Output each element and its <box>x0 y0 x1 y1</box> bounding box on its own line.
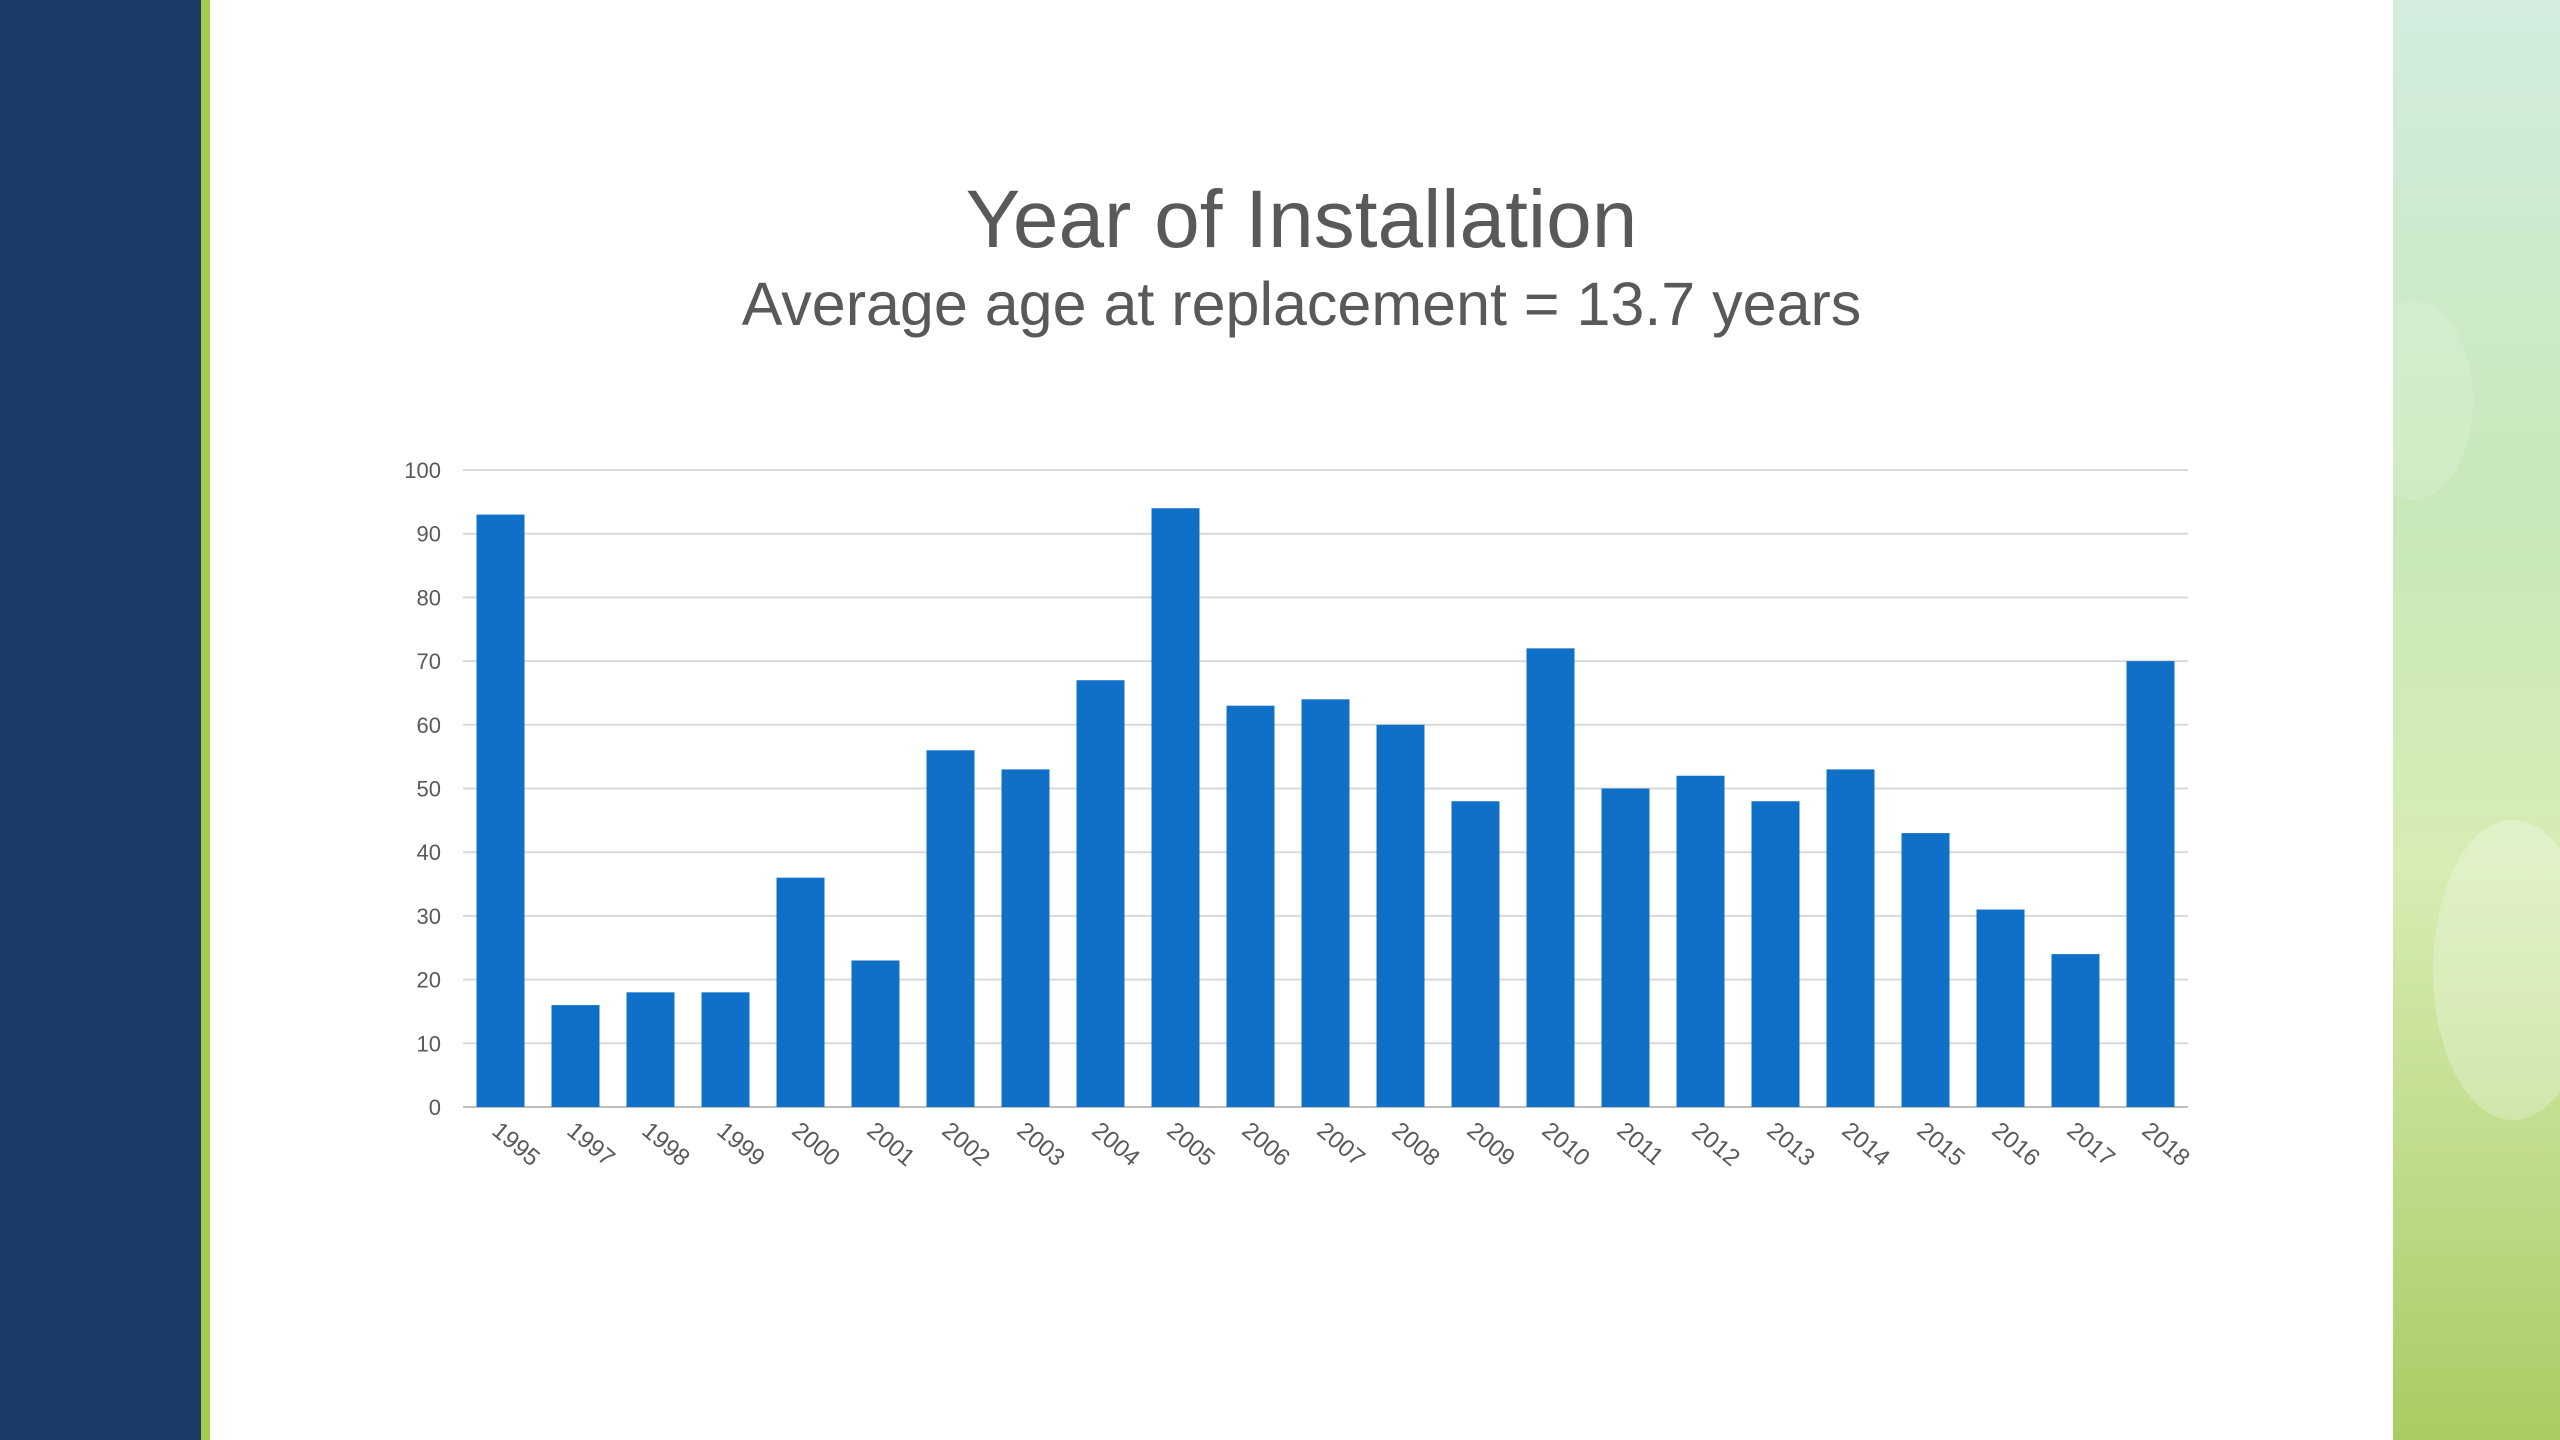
bar-1999 <box>701 992 750 1107</box>
bar-2017 <box>2051 954 2100 1107</box>
bar-2013 <box>1751 801 1800 1107</box>
bar-2018 <box>2126 661 2175 1107</box>
bar-2004 <box>1076 680 1125 1107</box>
x-tick-label: 2014 <box>1837 1117 1895 1172</box>
x-tick-label: 1995 <box>487 1117 545 1172</box>
x-tick-label: 2011 <box>1612 1117 1669 1171</box>
x-tick-label: 2012 <box>1687 1117 1745 1172</box>
bar-1998 <box>626 992 675 1107</box>
bar-2014 <box>1826 769 1875 1107</box>
y-tick-label: 20 <box>417 968 441 993</box>
bar-2002 <box>926 750 975 1107</box>
bar-2015 <box>1901 833 1950 1107</box>
x-tick-label: 1999 <box>712 1117 770 1172</box>
x-tick-label: 1997 <box>562 1117 620 1172</box>
x-tick-label: 1998 <box>637 1117 695 1172</box>
y-tick-label: 50 <box>417 777 441 802</box>
bar-2000 <box>776 877 825 1107</box>
y-tick-label: 70 <box>417 649 441 674</box>
x-tick-label: 2000 <box>787 1117 845 1172</box>
x-tick-label: 2009 <box>1462 1117 1520 1172</box>
y-axis-ticks: 0 10 20 30 40 50 60 70 80 90 100 <box>404 458 441 1120</box>
bar-2010 <box>1526 648 1575 1107</box>
bar-1995 <box>476 514 525 1107</box>
bar-2003 <box>1001 769 1050 1107</box>
chart-subtitle: Average age at replacement = 13.7 years <box>741 270 1862 338</box>
bar-2001 <box>851 960 900 1107</box>
right-decorative-panel <box>2393 0 2560 1440</box>
x-tick-label: 2008 <box>1387 1117 1445 1172</box>
bar-1997 <box>551 1005 600 1107</box>
x-tick-label: 2010 <box>1537 1117 1595 1172</box>
left-accent-stripe <box>201 0 210 1440</box>
y-tick-label: 10 <box>417 1031 441 1056</box>
bars <box>476 508 2175 1108</box>
bar-2007 <box>1301 699 1350 1107</box>
bar-2011 <box>1601 788 1650 1107</box>
y-tick-label: 100 <box>404 458 441 483</box>
x-tick-label: 2001 <box>862 1117 920 1172</box>
x-tick-label: 2013 <box>1762 1117 1820 1172</box>
y-tick-label: 40 <box>417 840 441 865</box>
x-tick-label: 2003 <box>1012 1117 1070 1172</box>
y-tick-label: 0 <box>429 1095 441 1120</box>
x-tick-label: 2006 <box>1237 1117 1295 1172</box>
bar-2009 <box>1451 801 1500 1107</box>
x-tick-label: 2002 <box>937 1117 995 1172</box>
x-tick-label: 2016 <box>1987 1117 2045 1172</box>
bar-2006 <box>1226 705 1275 1107</box>
y-tick-label: 60 <box>417 713 441 738</box>
bar-2008 <box>1376 724 1425 1107</box>
x-tick-label: 2004 <box>1087 1117 1145 1172</box>
x-tick-label: 2005 <box>1162 1117 1220 1172</box>
x-axis-ticks: 1995 1997 1998 1999 2000 2001 2002 2003 2004 2005… <box>487 1117 2195 1172</box>
bar-2005 <box>1151 508 1200 1108</box>
y-tick-label: 30 <box>417 904 441 929</box>
chart-title: Year of Installation <box>965 174 1638 265</box>
left-panel <box>0 0 201 1440</box>
x-tick-label: 2018 <box>2137 1117 2195 1172</box>
x-tick-label: 2015 <box>1912 1117 1970 1172</box>
x-tick-label: 2017 <box>2062 1117 2120 1172</box>
y-tick-label: 90 <box>417 522 441 547</box>
bar-2016 <box>1976 909 2025 1107</box>
y-tick-label: 80 <box>417 585 441 610</box>
bar-2012 <box>1676 775 1725 1107</box>
x-tick-label: 2007 <box>1312 1117 1370 1172</box>
